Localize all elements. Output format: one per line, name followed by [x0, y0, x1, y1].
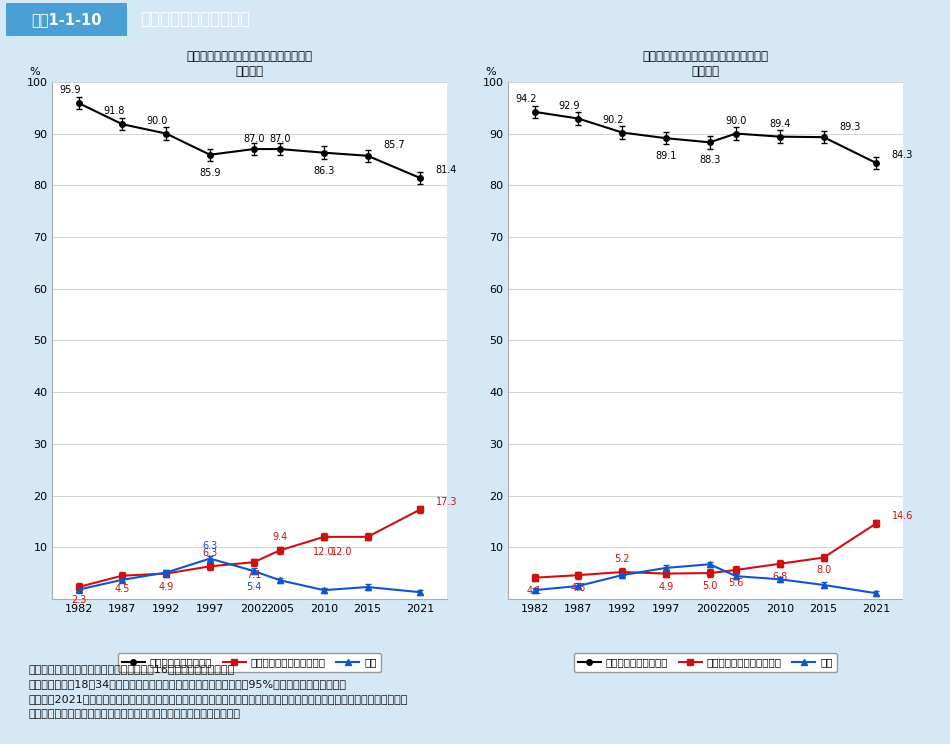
Text: 5.6: 5.6: [729, 578, 744, 588]
Text: 14.6: 14.6: [892, 510, 913, 521]
Title: 調査別にみた、未婚者の生涯の結婚意思
（男性）: 調査別にみた、未婚者の生涯の結婚意思 （男性）: [186, 50, 313, 78]
Text: 12.0: 12.0: [314, 548, 334, 557]
Text: 89.1: 89.1: [656, 151, 676, 161]
Text: 6.3: 6.3: [202, 541, 218, 551]
Y-axis label: %: %: [29, 67, 40, 77]
Text: 4.1: 4.1: [527, 586, 542, 596]
Text: 5.0: 5.0: [702, 581, 717, 591]
Text: 85.7: 85.7: [383, 141, 405, 150]
Text: 8.0: 8.0: [816, 565, 831, 575]
Title: 調査別にみた、未婚者の生涯の結婚意思
（女性）: 調査別にみた、未婚者の生涯の結婚意思 （女性）: [642, 50, 769, 78]
Text: 89.4: 89.4: [770, 119, 790, 129]
Text: 6.8: 6.8: [772, 571, 788, 582]
Text: 86.3: 86.3: [314, 166, 334, 176]
Text: 90.2: 90.2: [602, 115, 624, 124]
Text: 92.9: 92.9: [559, 100, 580, 111]
Text: 17.3: 17.3: [436, 497, 457, 507]
Bar: [6, 3, 127, 36]
Text: 95.9: 95.9: [59, 85, 81, 95]
Text: 4.9: 4.9: [159, 582, 174, 591]
Text: 91.8: 91.8: [103, 106, 124, 116]
Text: 88.3: 88.3: [699, 155, 720, 165]
Text: 84.3: 84.3: [892, 150, 913, 160]
Text: 図表1-1-10: 図表1-1-10: [31, 12, 102, 27]
Text: 4.9: 4.9: [658, 582, 674, 591]
Text: 5.4: 5.4: [246, 582, 261, 591]
Text: 90.0: 90.0: [726, 115, 747, 126]
Text: 9.4: 9.4: [273, 533, 288, 542]
Text: 85.9: 85.9: [200, 168, 220, 178]
Text: 12.0: 12.0: [331, 548, 352, 557]
Text: 89.3: 89.3: [839, 122, 861, 132]
Text: 87.0: 87.0: [243, 134, 264, 144]
Text: 94.2: 94.2: [515, 94, 537, 104]
Text: 7.1: 7.1: [246, 570, 261, 580]
Text: 5.2: 5.2: [615, 554, 630, 564]
Text: 6.3: 6.3: [202, 548, 218, 559]
Text: 87.0: 87.0: [269, 134, 291, 144]
Text: 81.4: 81.4: [436, 165, 457, 176]
Text: 90.0: 90.0: [146, 115, 168, 126]
Y-axis label: %: %: [485, 67, 496, 77]
Legend: いずれ結婚するつもり, 一生結婚するつもりはない, 不詳: いずれ結婚するつもり, 一生結婚するつもりはない, 不詳: [574, 653, 837, 672]
Text: 資料：国立社会保障・人口問題研究所「第16回出生動向基本調査」
（注）　対象は18～34歳の未婚者。図中のマーカー上のエラーバーは95%信頼区間を示している。
: 資料：国立社会保障・人口問題研究所「第16回出生動向基本調査」 （注） 対象は1…: [28, 664, 408, 719]
Text: 4.6: 4.6: [571, 583, 586, 593]
Legend: いずれ結婚するつもり, 一生結婚するつもりはない, 不詳: いずれ結婚するつもり, 一生結婚するつもりはない, 不詳: [118, 653, 381, 672]
Text: 2.3: 2.3: [71, 595, 86, 605]
Text: 4.5: 4.5: [115, 583, 130, 594]
Text: 未婚者の生涯の結婚意思: 未婚者の生涯の結婚意思: [141, 10, 251, 28]
